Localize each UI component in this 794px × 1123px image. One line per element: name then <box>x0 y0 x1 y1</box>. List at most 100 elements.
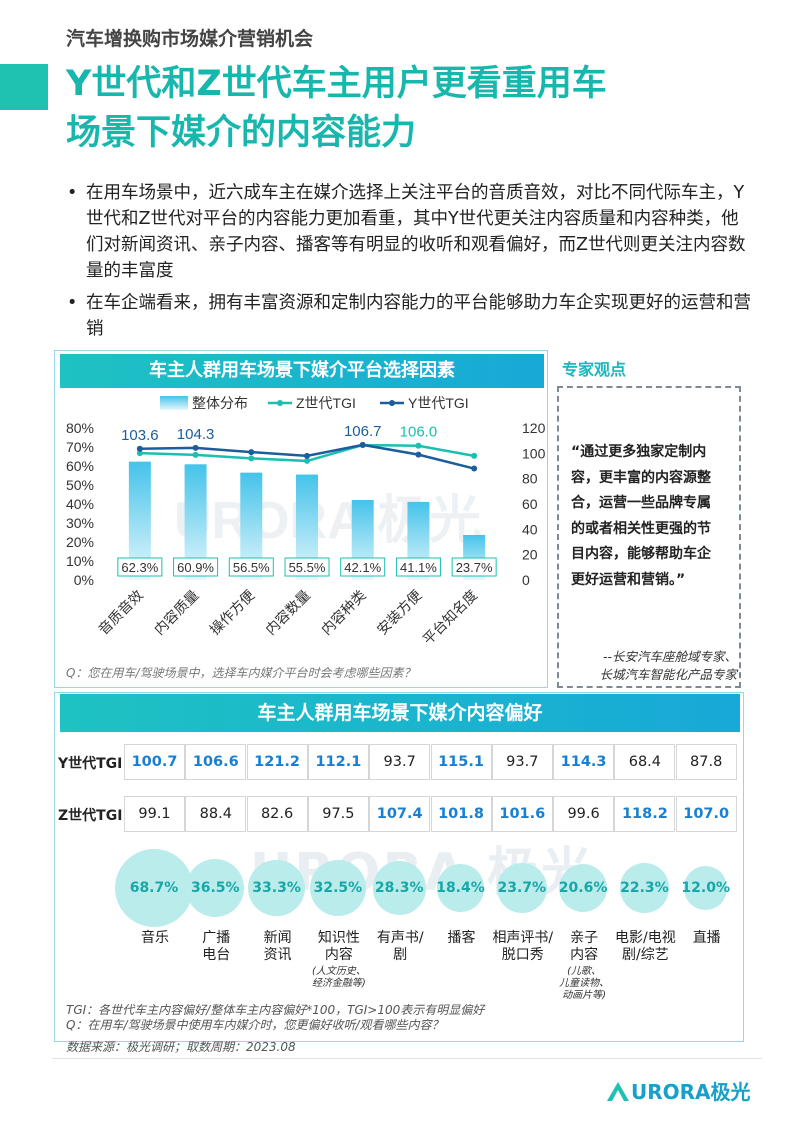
expert-source: --长安汽车座舱域专家、 长城汽车智能化产品专家 <box>565 648 737 684</box>
bar-label-box <box>228 557 274 577</box>
content-category-line: 亲子 <box>570 930 599 946</box>
factor-chart: URORA 极光 整体分布 Z世代TGI Y世代TGI 80% 70% 60% 50% 40… <box>66 395 546 648</box>
legend-label: Y世代TGI <box>408 395 469 411</box>
legend-point-swatch <box>277 400 283 406</box>
share-bubble: 23.7% <box>496 862 548 914</box>
bullet-list: • 在用车场景中，近六成车主在媒介选择上关注平台的音质音效，对比不同代际车主，Y世… <box>64 180 754 348</box>
y-tgi-cell: 114.3 <box>553 744 615 780</box>
expert-quote-line: 合，运营一些品牌专属 <box>571 495 711 511</box>
expert-source-line: --长安汽车座舱域专家、 <box>602 649 737 664</box>
content-category-label: 亲子 内容 <box>547 930 621 964</box>
bar-label-box <box>395 557 441 577</box>
z-tgi-point <box>136 450 143 457</box>
content-category-label: 电影/电视 剧/综艺 <box>608 930 682 964</box>
footer-divider <box>52 1058 762 1059</box>
z-tgi-cell: 107.0 <box>675 796 737 832</box>
bar-label-text: 42.1% <box>344 560 381 575</box>
content-category-line: 有声书/ <box>376 930 424 946</box>
bar-label-box <box>451 557 497 577</box>
y-right-tick-label: 20 <box>522 547 538 563</box>
content-category-subnote: (儿歌、 儿童读物、 动画片等) <box>547 966 621 1002</box>
tgi-value-label: 106.0 <box>400 424 438 441</box>
expert-quote-line: 目内容，能够帮助车企 <box>571 546 711 562</box>
content-category-label: 有声书/剧 <box>363 930 437 964</box>
share-bubble: 68.7% <box>115 849 193 927</box>
chart-axes: 80% 70% 60% 50% 40% 30% 20% 10% 0% 120 100 80 60 40 20… <box>66 420 546 588</box>
page-title-line-2: 场景下媒介的内容能力 <box>66 113 417 153</box>
z-tgi-point <box>192 451 199 458</box>
content-category-label: 知识性 内容 <box>302 930 376 964</box>
z-tgi-cell: 101.8 <box>430 796 492 832</box>
y-right-tick-label: 0 <box>522 572 530 588</box>
y-tgi-point <box>359 441 366 448</box>
expert-source-line: 长城汽车智能化产品专家 <box>599 667 737 682</box>
chart-panel-title: 车主人群用车场景下媒介平台选择因素 <box>60 354 544 388</box>
x-category-label: 安装方便 <box>374 587 425 638</box>
y-right-tick-label: 40 <box>522 521 538 537</box>
y-left-tick-label: 0% <box>74 572 94 588</box>
z-tgi-point <box>415 442 422 449</box>
y-tgi-cell: 93.7 <box>369 744 431 780</box>
y-left-tick-label: 60% <box>66 458 94 474</box>
chart-legend: 整体分布 Z世代TGI Y世代TGI <box>160 395 469 411</box>
tgi-value-label: 104.3 <box>177 426 215 443</box>
chart-question: Q：您在用车/驾驶场景中，选择车内媒介平台时会考虑哪些因素？ <box>66 666 416 680</box>
y-left-tick-label: 70% <box>66 439 94 455</box>
z-tgi-point <box>471 452 478 459</box>
content-category-line: 音乐 <box>141 930 169 946</box>
content-category-line: 直播 <box>692 930 721 946</box>
x-category-label: 内容质量 <box>151 587 202 638</box>
bullet-text: 在车企端看来，拥有丰富资源和定制内容能力的平台能够助力车企实现更好的运营和营销 <box>86 293 751 339</box>
x-category-label: 音质音效 <box>95 587 146 638</box>
share-bubble: 33.3% <box>248 859 305 917</box>
content-category-line: 脱口秀 <box>501 947 544 963</box>
subnote-line: 经济金融等) <box>311 978 366 989</box>
y-right-tick-label: 100 <box>522 445 546 461</box>
x-category-label: 内容数量 <box>262 587 313 638</box>
legend-label: 整体分布 <box>192 395 248 411</box>
content-category-label: 新闻 资讯 <box>241 930 315 964</box>
z-tgi-cell: 97.5 <box>307 796 369 832</box>
aurora-logo-icon <box>607 1082 629 1101</box>
content-category-line: 新闻 <box>263 930 292 946</box>
tgi-note: TGI：各世代车主内容偏好/整体车主内容偏好*100，TGI>100表示有明显偏… <box>66 1003 485 1017</box>
bullet-dot-icon: • <box>67 293 78 313</box>
y-left-tick-label: 10% <box>66 553 94 569</box>
x-category-label: 平台知名度 <box>419 587 480 648</box>
bar-value-label: 55.5% <box>284 557 330 577</box>
content-category-line: 相声评书/ <box>492 930 554 946</box>
legend-label: Z世代TGI <box>296 395 356 411</box>
bar-value-label: 41.1% <box>395 557 441 577</box>
z-tgi-cell: 118.2 <box>614 796 676 832</box>
content-category-label: 音乐 <box>118 930 192 947</box>
content-category-label: 相声评书/脱口秀 <box>486 930 560 964</box>
y-tgi-cell: 115.1 <box>430 744 492 780</box>
bar-label-text: 41.1% <box>400 560 437 575</box>
y-tgi-point <box>192 444 199 451</box>
y-right-tick-label: 80 <box>522 471 538 487</box>
bar-label-box <box>340 557 386 577</box>
y-tgi-point <box>248 449 255 456</box>
bullet-item: • 在用车场景中，近六成车主在媒介选择上关注平台的音质音效，对比不同代际车主，Y世… <box>64 180 754 284</box>
bar-3 <box>296 474 318 580</box>
subnote-line: (儿歌、 <box>567 966 602 977</box>
y-right-tick-label: 120 <box>522 420 546 436</box>
bar-value-label: 23.7% <box>451 557 497 577</box>
bullet-text: 在用车场景中，近六成车主在媒介选择上关注平台的音质音效，对比不同代际车主，Y世代… <box>86 183 746 281</box>
legend-point-swatch <box>389 400 395 406</box>
content-preference-panel <box>54 692 744 1042</box>
content-category-line: 剧/综艺 <box>622 947 669 963</box>
expert-quote-line: 容，更丰富的内容源整 <box>571 469 711 486</box>
expert-quote-line: 的或者相关性更强的节 <box>571 520 711 537</box>
z-tgi-cell: 101.6 <box>491 796 553 832</box>
bar-label-text: 23.7% <box>456 560 493 575</box>
bar-label-text: 56.5% <box>233 560 270 575</box>
share-bubble: 18.4% <box>436 864 485 912</box>
y-tgi-cell: 100.7 <box>124 744 185 780</box>
y-tgi-cell: 112.1 <box>307 744 369 780</box>
legend-bar-swatch <box>160 396 188 410</box>
content-category-line: 知识性 <box>317 930 360 946</box>
bar-0 <box>128 461 151 580</box>
content-category-subnote: (人文历史、 经济金融等) <box>302 966 376 990</box>
y-tgi-cell: 121.2 <box>246 744 308 780</box>
